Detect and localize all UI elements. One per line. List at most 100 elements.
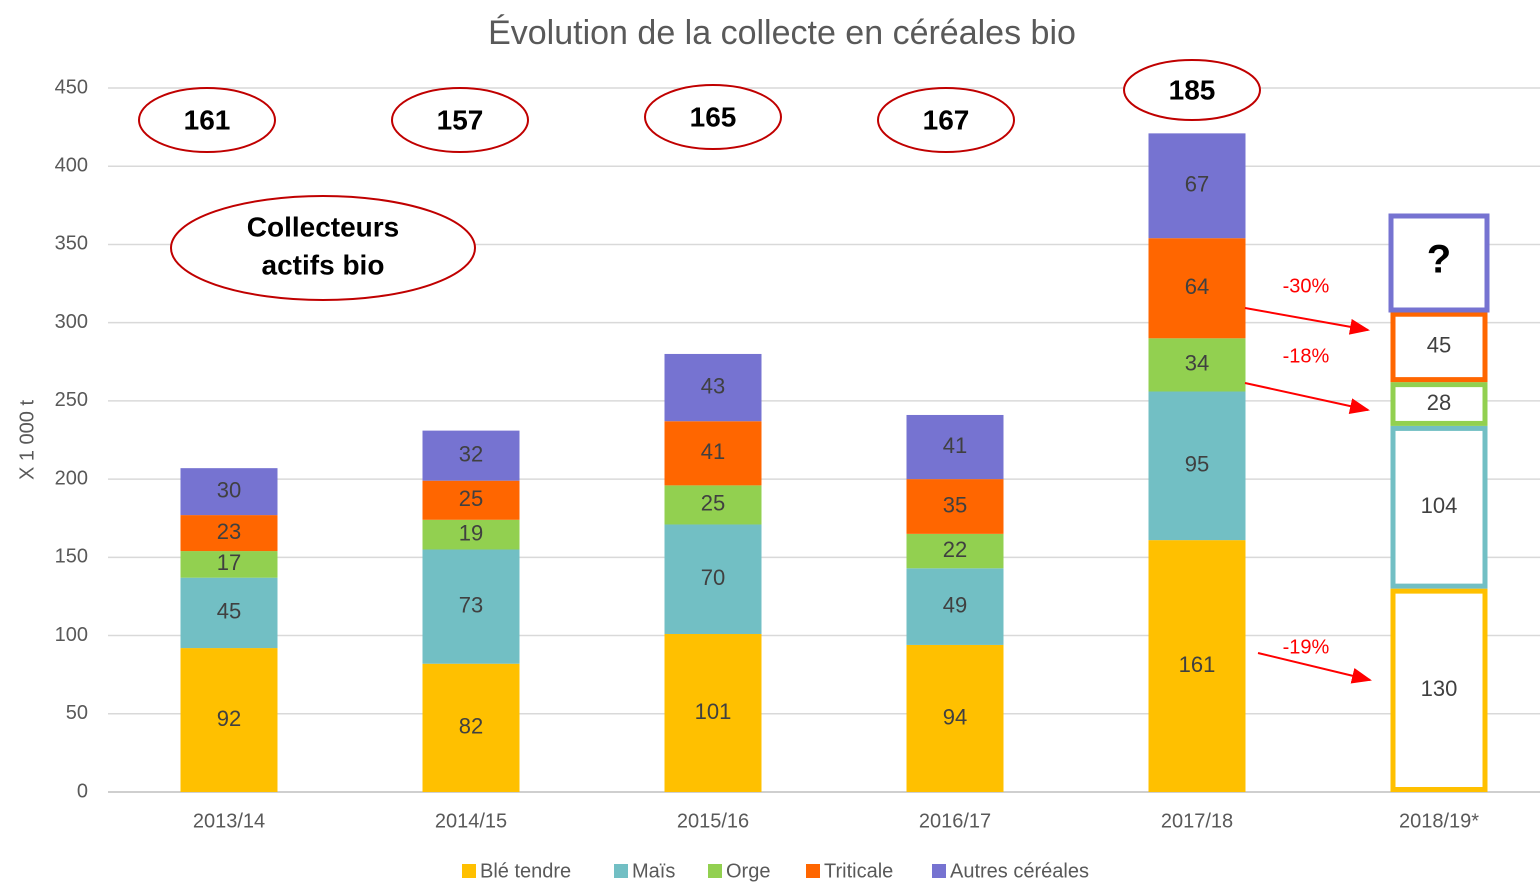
collector-oval	[138, 87, 276, 153]
bar-segment	[906, 533, 1004, 569]
collector-count: 185	[1169, 74, 1216, 105]
data-label: 104	[1421, 493, 1458, 518]
arrows	[1244, 307, 1372, 684]
data-label: 82	[459, 714, 483, 739]
y-tick-label: 100	[55, 624, 88, 646]
arrow	[1244, 382, 1370, 414]
y-tick-label: 300	[55, 311, 88, 333]
bar-segment	[1390, 382, 1488, 426]
unknown-label: ?	[1427, 238, 1451, 282]
bar-segment	[664, 421, 762, 486]
collector-ovals: 161 157 165 167 185	[138, 59, 1261, 153]
legend-label: Maïs	[632, 860, 675, 882]
data-label: 45	[217, 599, 241, 624]
collectors-label: actifs bio	[262, 249, 385, 280]
bar-segment	[1148, 540, 1246, 792]
legend-swatch	[932, 864, 946, 878]
bar-segment	[1148, 133, 1246, 239]
y-tick-label: 0	[77, 780, 88, 802]
legend: Blé tendre Maïs Orge Triticale Autres céréal…	[462, 860, 1089, 882]
data-label: 130	[1421, 676, 1458, 701]
change-label: -18%	[1283, 345, 1330, 367]
data-label: 92	[217, 706, 241, 731]
bar-segment	[1148, 391, 1246, 541]
bar-segment	[422, 430, 520, 481]
x-tick-label: 2014/15	[435, 810, 507, 832]
collector-count: 161	[184, 104, 231, 135]
collector-count: 167	[923, 104, 970, 135]
data-label: 43	[701, 373, 725, 398]
x-tick-label: 2015/16	[677, 810, 749, 832]
data-label: 30	[217, 477, 241, 502]
data-label: 67	[1185, 172, 1209, 197]
collector-oval	[644, 84, 782, 150]
bar-segment	[1390, 588, 1488, 792]
bar-segment	[422, 480, 520, 520]
data-label: 41	[943, 433, 967, 458]
bars: 2013/14 92 45 17 23 30 2014/15 82 73 19 25 32 2015/1…	[180, 133, 1488, 832]
y-axis-label: X 1 000 t	[16, 400, 38, 481]
collectors-label: Collecteurs	[247, 211, 400, 242]
y-tick-label: 400	[55, 155, 88, 177]
legend-label: Autres céréales	[950, 860, 1089, 882]
bar-segment	[906, 644, 1004, 792]
bar-segment	[906, 414, 1004, 480]
bar-segment	[422, 663, 520, 792]
data-label: 32	[459, 441, 483, 466]
legend-label: Triticale	[824, 860, 893, 882]
bar-segment	[422, 519, 520, 550]
change-label: -30%	[1283, 275, 1330, 297]
legend-swatch	[614, 864, 628, 878]
bar-segment	[180, 468, 278, 516]
data-label: 41	[701, 439, 725, 464]
x-tick-label: 2013/14	[193, 810, 265, 832]
data-label: 64	[1185, 274, 1209, 299]
collector-oval	[877, 87, 1015, 153]
grid: 0 50 100 150 200 250 300 350 400 450	[55, 76, 1540, 802]
bar-segment	[180, 515, 278, 552]
y-tick-label: 150	[55, 546, 88, 568]
legend-swatch	[708, 864, 722, 878]
bar-segment	[180, 577, 278, 649]
data-label: 25	[459, 486, 483, 511]
collector-oval	[1123, 59, 1261, 121]
data-label: 49	[943, 592, 967, 617]
chart-title: Évolution de la collecte en céréales bio	[488, 14, 1076, 52]
data-label: 73	[459, 592, 483, 617]
change-label: -19%	[1283, 636, 1330, 658]
data-label: 17	[217, 550, 241, 575]
data-label: 101	[695, 699, 732, 724]
unknown-box	[1388, 213, 1490, 313]
y-tick-label: 50	[66, 702, 88, 724]
bar-segment	[1148, 238, 1246, 339]
collector-count: 157	[437, 104, 484, 135]
bar-segment	[664, 524, 762, 634]
legend-label: Orge	[726, 860, 770, 882]
bar-segment	[664, 353, 762, 422]
data-label: 94	[943, 704, 967, 729]
bar-segment	[180, 551, 278, 578]
data-label: 95	[1185, 452, 1209, 477]
data-label: 45	[1427, 333, 1451, 358]
legend-label: Blé tendre	[480, 860, 571, 882]
legend-swatch	[806, 864, 820, 878]
data-label: 25	[701, 491, 725, 516]
data-label: 161	[1179, 652, 1216, 677]
data-label: 22	[943, 537, 967, 562]
bar-segment	[1390, 311, 1488, 383]
collector-count: 165	[690, 101, 737, 132]
y-tick-label: 250	[55, 389, 88, 411]
bar-segment	[906, 568, 1004, 645]
legend-swatch	[462, 864, 476, 878]
bar-segment	[1148, 338, 1246, 392]
bar-segment	[906, 479, 1004, 534]
data-label: 23	[217, 519, 241, 544]
data-label: 28	[1427, 390, 1451, 415]
bar-segment	[180, 648, 278, 792]
bar-segment	[664, 633, 762, 792]
data-label: 70	[701, 565, 725, 590]
bar-segment	[664, 485, 762, 525]
y-tick-label: 450	[55, 76, 88, 98]
bar-segment	[1390, 425, 1488, 589]
